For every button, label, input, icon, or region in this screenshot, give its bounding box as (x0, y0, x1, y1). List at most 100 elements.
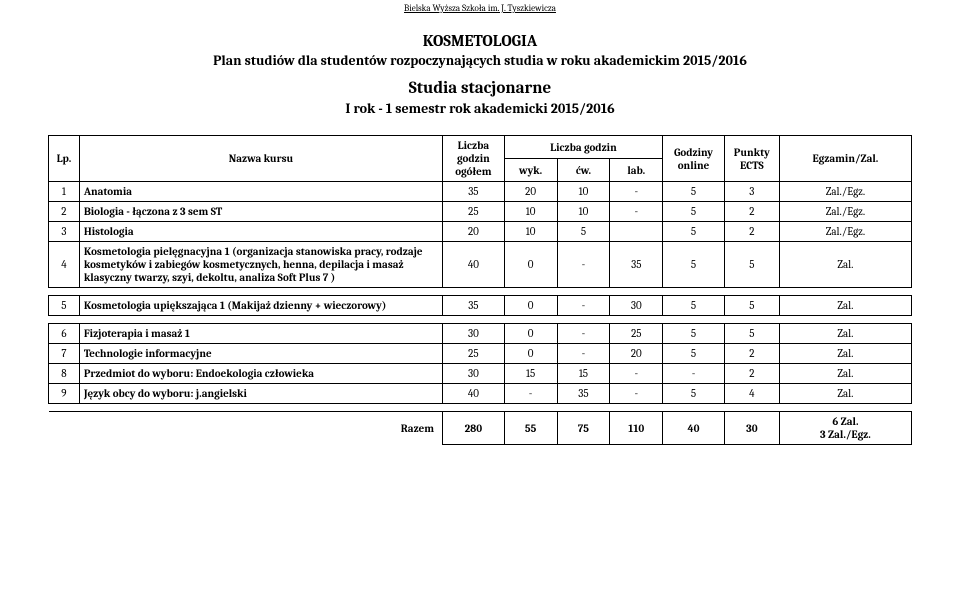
table-row: 6Fizjoterapia i masaż 1300-2555Zal. (49, 324, 912, 344)
cell-egz: Zal. (779, 324, 911, 344)
cell-ects: 2 (724, 222, 779, 242)
th-egz: Egzamin/Zal. (779, 136, 911, 182)
cell-ogolem: 40 (443, 384, 505, 404)
cell-ogolem: 25 (443, 202, 505, 222)
cell-cw: - (557, 344, 610, 364)
curriculum-table: Lp. Nazwa kursu Liczba godzin ogółem Lic… (48, 135, 912, 445)
cell-ogolem: 25 (443, 344, 505, 364)
table-row: 4Kosmetologia pielęgnacyjna 1 (organizac… (49, 242, 912, 288)
th-godzin: Liczba godzin (504, 136, 662, 159)
title-rok: I rok - 1 semestr rok akademicki 2015/20… (48, 100, 912, 117)
cell-name: Fizjoterapia i masaż 1 (79, 324, 442, 344)
cell-ects: 5 (724, 242, 779, 288)
cell-ects: 5 (724, 296, 779, 316)
cell-egz: Zal. (779, 384, 911, 404)
cell-online: 5 (663, 242, 725, 288)
cell-online: 5 (663, 324, 725, 344)
cell-ects: 2 (724, 344, 779, 364)
cell-wyk: - (504, 384, 557, 404)
cell-online: 5 (663, 182, 725, 202)
razem-egz: 6 Zal. 3 Zal./Egz. (779, 412, 911, 445)
cell-lp: 3 (49, 222, 80, 242)
title-plan: Plan studiów dla studentów rozpoczynając… (48, 52, 912, 69)
cell-lab: 30 (610, 296, 663, 316)
cell-lp: 1 (49, 182, 80, 202)
table-row: 1Anatomia352010-53Zal./Egz. (49, 182, 912, 202)
razem-label: Razem (49, 412, 443, 445)
gap-row (49, 316, 912, 324)
table-body: 1Anatomia352010-53Zal./Egz.2Biologia - ł… (49, 182, 912, 445)
table-row: 7Technologie informacyjne250-2052Zal. (49, 344, 912, 364)
cell-lp: 4 (49, 242, 80, 288)
th-cw: ćw. (557, 159, 610, 182)
cell-wyk: 0 (504, 344, 557, 364)
cell-name: Język obcy do wyboru: j.angielski (79, 384, 442, 404)
razem-lab: 110 (610, 412, 663, 445)
cell-lab (610, 222, 663, 242)
cell-wyk: 10 (504, 202, 557, 222)
table-row: 5Kosmetologia upiększająca 1 (Makijaż dz… (49, 296, 912, 316)
razem-wyk: 55 (504, 412, 557, 445)
th-ogolem: Liczba godzin ogółem (443, 136, 505, 182)
razem-online: 40 (663, 412, 725, 445)
cell-lp: 6 (49, 324, 80, 344)
cell-online: - (663, 364, 725, 384)
cell-egz: Zal. (779, 344, 911, 364)
cell-cw: 15 (557, 364, 610, 384)
cell-lab: 25 (610, 324, 663, 344)
cell-ogolem: 30 (443, 324, 505, 344)
cell-ogolem: 30 (443, 364, 505, 384)
cell-lp: 9 (49, 384, 80, 404)
cell-cw: - (557, 324, 610, 344)
cell-lab: 35 (610, 242, 663, 288)
cell-ogolem: 35 (443, 182, 505, 202)
cell-lp: 7 (49, 344, 80, 364)
cell-egz: Zal./Egz. (779, 222, 911, 242)
cell-lp: 8 (49, 364, 80, 384)
cell-lab: - (610, 364, 663, 384)
cell-cw: 10 (557, 182, 610, 202)
cell-ects: 2 (724, 202, 779, 222)
cell-egz: Zal. (779, 242, 911, 288)
cell-wyk: 15 (504, 364, 557, 384)
cell-ects: 4 (724, 384, 779, 404)
cell-ects: 2 (724, 364, 779, 384)
cell-name: Biologia - łączona z 3 sem ST (79, 202, 442, 222)
cell-online: 5 (663, 344, 725, 364)
cell-cw: 10 (557, 202, 610, 222)
cell-online: 5 (663, 296, 725, 316)
cell-lab: - (610, 202, 663, 222)
cell-cw: - (557, 296, 610, 316)
cell-wyk: 0 (504, 296, 557, 316)
razem-ects: 30 (724, 412, 779, 445)
table-row: 8Przedmiot do wyboru: Endoekologia człow… (49, 364, 912, 384)
cell-ogolem: 40 (443, 242, 505, 288)
cell-ects: 5 (724, 324, 779, 344)
cell-ogolem: 35 (443, 296, 505, 316)
gap-row (49, 404, 912, 412)
cell-online: 5 (663, 222, 725, 242)
cell-ects: 3 (724, 182, 779, 202)
cell-egz: Zal./Egz. (779, 202, 911, 222)
cell-egz: Zal./Egz. (779, 182, 911, 202)
table-head: Lp. Nazwa kursu Liczba godzin ogółem Lic… (49, 136, 912, 182)
cell-egz: Zal. (779, 296, 911, 316)
th-lab: lab. (610, 159, 663, 182)
th-ects: Punkty ECTS (724, 136, 779, 182)
cell-cw: 35 (557, 384, 610, 404)
cell-cw: 5 (557, 222, 610, 242)
cell-wyk: 20 (504, 182, 557, 202)
cell-online: 5 (663, 202, 725, 222)
cell-wyk: 0 (504, 242, 557, 288)
cell-wyk: 10 (504, 222, 557, 242)
gap-row (49, 288, 912, 296)
cell-lp: 2 (49, 202, 80, 222)
cell-lab: - (610, 182, 663, 202)
th-wyk: wyk. (504, 159, 557, 182)
title-block: KOSMETOLOGIA Plan studiów dla studentów … (48, 32, 912, 117)
table-row: 3Histologia2010552Zal./Egz. (49, 222, 912, 242)
th-online: Godziny online (663, 136, 725, 182)
razem-row: Razem280557511040306 Zal. 3 Zal./Egz. (49, 412, 912, 445)
title-kosmetologia: KOSMETOLOGIA (48, 32, 912, 50)
th-name: Nazwa kursu (79, 136, 442, 182)
